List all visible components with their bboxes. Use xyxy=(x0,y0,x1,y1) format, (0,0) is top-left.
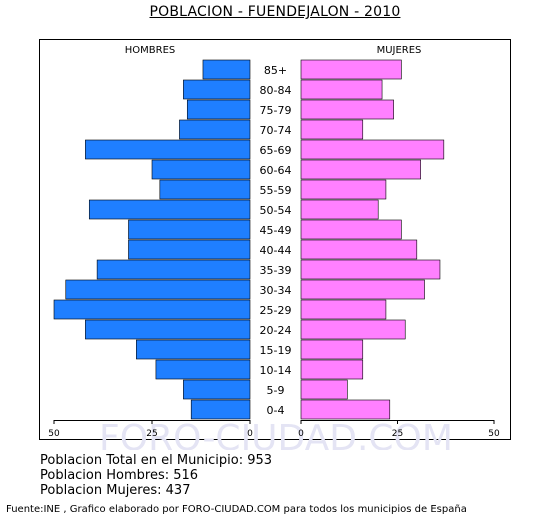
bar-hombres-15-19 xyxy=(136,339,251,360)
category-label-80-84: 80-84 xyxy=(260,84,292,97)
category-label-75-79: 75-79 xyxy=(260,104,292,117)
bar-hombres-35-39 xyxy=(96,259,251,280)
bar-hombres-20-24 xyxy=(85,319,251,340)
tick-label-left-0: 0 xyxy=(247,429,253,439)
bar-hombres-85+ xyxy=(202,59,251,80)
right-side-label: MUJERES xyxy=(377,45,422,56)
bar-hombres-75-79 xyxy=(186,99,251,120)
category-label-0-4: 0-4 xyxy=(267,404,285,417)
category-label-20-24: 20-24 xyxy=(260,324,292,337)
bar-mujeres-10-14 xyxy=(300,359,364,380)
bar-hombres-30-34 xyxy=(65,279,251,300)
bar-mujeres-60-64 xyxy=(300,159,421,180)
category-label-55-59: 55-59 xyxy=(260,184,292,197)
source-footer: Fuente:INE , Grafico elaborado por FORO-… xyxy=(6,504,467,515)
bar-mujeres-25-29 xyxy=(300,299,387,320)
bar-hombres-60-64 xyxy=(151,159,251,180)
bar-mujeres-15-19 xyxy=(300,339,364,360)
tick-label-right-0: 0 xyxy=(298,429,304,439)
bar-mujeres-65-69 xyxy=(300,139,445,160)
bar-hombres-25-29 xyxy=(53,299,251,320)
category-label-45-49: 45-49 xyxy=(260,224,292,237)
category-label-65-69: 65-69 xyxy=(260,144,292,157)
tick-label-right-50: 50 xyxy=(488,429,500,439)
female-population-text: Poblacion Mujeres: 437 xyxy=(40,483,191,498)
male-population-text: Poblacion Hombres: 516 xyxy=(40,468,199,483)
category-label-60-64: 60-64 xyxy=(260,164,292,177)
bar-hombres-10-14 xyxy=(155,359,251,380)
bar-hombres-0-4 xyxy=(190,399,251,420)
bar-mujeres-80-84 xyxy=(300,79,383,100)
bar-mujeres-0-4 xyxy=(300,399,391,420)
bar-mujeres-30-34 xyxy=(300,279,425,300)
category-label-25-29: 25-29 xyxy=(260,304,292,317)
category-label-50-54: 50-54 xyxy=(260,204,292,217)
total-population-text: Poblacion Total en el Municipio: 953 xyxy=(40,453,273,468)
tick-label-right-25: 25 xyxy=(392,429,403,439)
bar-hombres-55-59 xyxy=(159,179,251,200)
category-label-15-19: 15-19 xyxy=(260,344,292,357)
bar-hombres-40-44 xyxy=(128,239,251,260)
bar-mujeres-20-24 xyxy=(300,319,406,340)
bar-hombres-50-54 xyxy=(88,199,251,220)
bar-mujeres-70-74 xyxy=(300,119,364,140)
bar-hombres-65-69 xyxy=(85,139,251,160)
bar-mujeres-35-39 xyxy=(300,259,441,280)
bar-mujeres-40-44 xyxy=(300,239,418,260)
category-label-30-34: 30-34 xyxy=(260,284,292,297)
left-side-label: HOMBRES xyxy=(125,45,176,56)
tick-label-left-50: 50 xyxy=(48,429,60,439)
category-label-40-44: 40-44 xyxy=(260,244,292,257)
bar-hombres-5-9 xyxy=(183,379,251,400)
category-label-85+: 85+ xyxy=(264,64,287,77)
bar-mujeres-45-49 xyxy=(300,219,402,240)
bar-mujeres-55-59 xyxy=(300,179,387,200)
category-label-35-39: 35-39 xyxy=(260,264,292,277)
watermark: FORO-CIUDAD.COM xyxy=(99,418,453,450)
bar-hombres-45-49 xyxy=(128,219,251,240)
chart-frame xyxy=(39,39,511,440)
bar-mujeres-85+ xyxy=(300,59,402,80)
category-label-5-9: 5-9 xyxy=(267,384,285,397)
category-label-70-74: 70-74 xyxy=(260,124,292,137)
bar-mujeres-5-9 xyxy=(300,379,348,400)
chart-title: POBLACION - FUENDEJALON - 2010 xyxy=(149,4,401,20)
bar-mujeres-50-54 xyxy=(300,199,379,220)
tick-label-left-25: 25 xyxy=(146,429,157,439)
bar-mujeres-75-79 xyxy=(300,99,394,120)
bar-hombres-80-84 xyxy=(183,79,251,100)
bar-hombres-70-74 xyxy=(179,119,251,140)
population-pyramid-chart: FORO-CIUDAD.COM HOMBRES MUJERES 85+ 80-84… xyxy=(39,39,511,450)
category-label-10-14: 10-14 xyxy=(260,364,292,377)
